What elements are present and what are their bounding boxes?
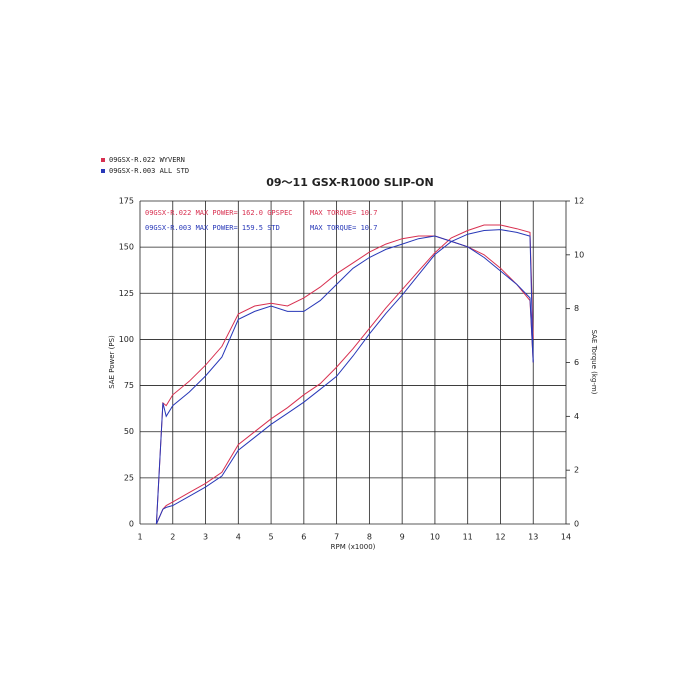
x-tick-label: 14 <box>561 533 571 542</box>
power-line <box>155 229 534 525</box>
legend-label: 09GSX-R.022 WYVERN <box>109 156 185 164</box>
y2-tick-label: 0 <box>574 520 579 529</box>
y2-tick-label: 8 <box>574 304 579 313</box>
x-tick-label: 8 <box>367 533 372 542</box>
power-line <box>155 224 534 525</box>
x-tick-label: 1 <box>137 533 142 542</box>
annotation: MAX TORQUE= 10.7 <box>310 209 377 217</box>
x-tick-label: 7 <box>334 533 339 542</box>
x-tick-label: 10 <box>430 533 440 542</box>
x-tick-label: 5 <box>269 533 274 542</box>
x-axis-label: RPM (x1000) <box>331 543 376 551</box>
y2-tick-label: 10 <box>574 250 584 259</box>
legend-swatch <box>101 158 105 162</box>
y-tick-label: 125 <box>119 289 134 298</box>
annotation: 09GSX-R.022 MAX POWER= 162.0 GPSPEC <box>145 209 293 217</box>
chart-title: 09～11 GSX-R1000 SLIP-ON <box>266 176 433 189</box>
y-tick-label: 150 <box>119 243 134 252</box>
torque-line <box>155 235 534 525</box>
torque-line <box>155 235 534 525</box>
x-tick-label: 3 <box>203 533 208 542</box>
y2-tick-label: 2 <box>574 466 579 475</box>
x-tick-label: 12 <box>495 533 505 542</box>
x-tick-label: 6 <box>301 533 306 542</box>
x-tick-label: 13 <box>528 533 538 542</box>
y-tick-label: 75 <box>124 381 134 390</box>
annotation: 09GSX-R.003 MAX POWER= 159.5 STD <box>145 224 280 232</box>
y-tick-label: 25 <box>124 473 134 482</box>
y2-axis-label: SAE Torque (kg-m) <box>590 330 598 395</box>
y2-tick-label: 6 <box>574 358 579 367</box>
y-tick-label: 0 <box>129 520 134 529</box>
y-axis-label: SAE Power (PS) <box>108 335 116 389</box>
annotation: MAX TORQUE= 10.7 <box>310 224 377 232</box>
y-tick-label: 50 <box>124 427 134 436</box>
legend-swatch <box>101 169 105 173</box>
x-tick-label: 9 <box>400 533 405 542</box>
x-tick-label: 2 <box>170 533 175 542</box>
x-tick-label: 11 <box>463 533 473 542</box>
y-tick-label: 175 <box>119 197 134 206</box>
legend-label: 09GSX-R.003 ALL STD <box>109 167 189 175</box>
y-tick-label: 100 <box>119 335 134 344</box>
y2-tick-label: 4 <box>574 412 579 421</box>
x-tick-label: 4 <box>236 533 241 542</box>
y2-tick-label: 12 <box>574 197 584 206</box>
